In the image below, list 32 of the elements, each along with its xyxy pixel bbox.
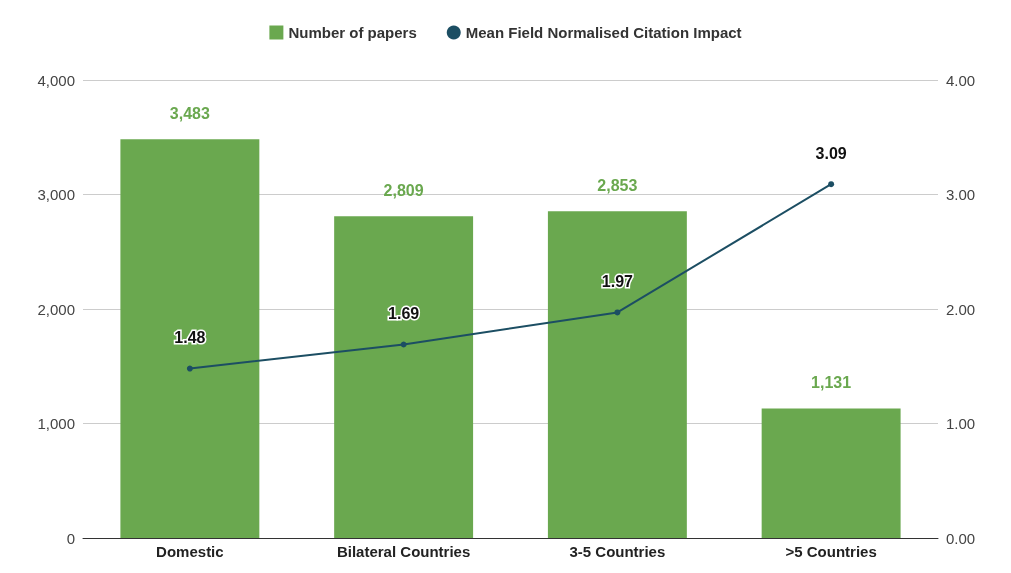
legend-label: Mean Field Normalised Citation Impact [465, 24, 742, 41]
point [400, 341, 407, 348]
data-label: 2,853 [597, 176, 638, 194]
bar [547, 211, 687, 538]
bar [120, 139, 260, 538]
point [614, 309, 621, 316]
x-tick-label: Domestic [156, 543, 224, 560]
data-label: 1.69 [388, 304, 420, 322]
x-tick-label: Bilateral Countries [336, 543, 471, 560]
y2-tick-label: 4.00 [946, 71, 976, 89]
x-tick-label: >5 Countries [785, 543, 877, 560]
data-label: 2,809 [383, 181, 424, 199]
y2-tick-label: 3.00 [946, 186, 976, 203]
y2-tick-label: 1.00 [946, 415, 976, 432]
y-tick-label: 1,000 [37, 415, 75, 432]
point [186, 365, 193, 372]
y-tick-label: 4,000 [37, 71, 75, 89]
data-label: 1.97 [601, 272, 634, 290]
data-label: 3.09 [815, 144, 847, 162]
data-label: 1,131 [811, 374, 852, 391]
y2-tick-label: 2.00 [946, 300, 976, 318]
bar [334, 216, 474, 538]
x-tick-label: 3-5 Countries [569, 543, 666, 560]
legend-label: Number of papers [288, 24, 417, 41]
y2-tick-label: 0.00 [946, 529, 976, 547]
data-label: 1.48 [174, 329, 206, 347]
data-label: 3,483 [169, 104, 210, 122]
point [828, 181, 835, 188]
y-tick-label: 3,000 [37, 186, 75, 203]
bar [761, 408, 901, 538]
y-tick-label: 2,000 [37, 300, 75, 318]
y-tick-label: 0 [66, 529, 75, 547]
